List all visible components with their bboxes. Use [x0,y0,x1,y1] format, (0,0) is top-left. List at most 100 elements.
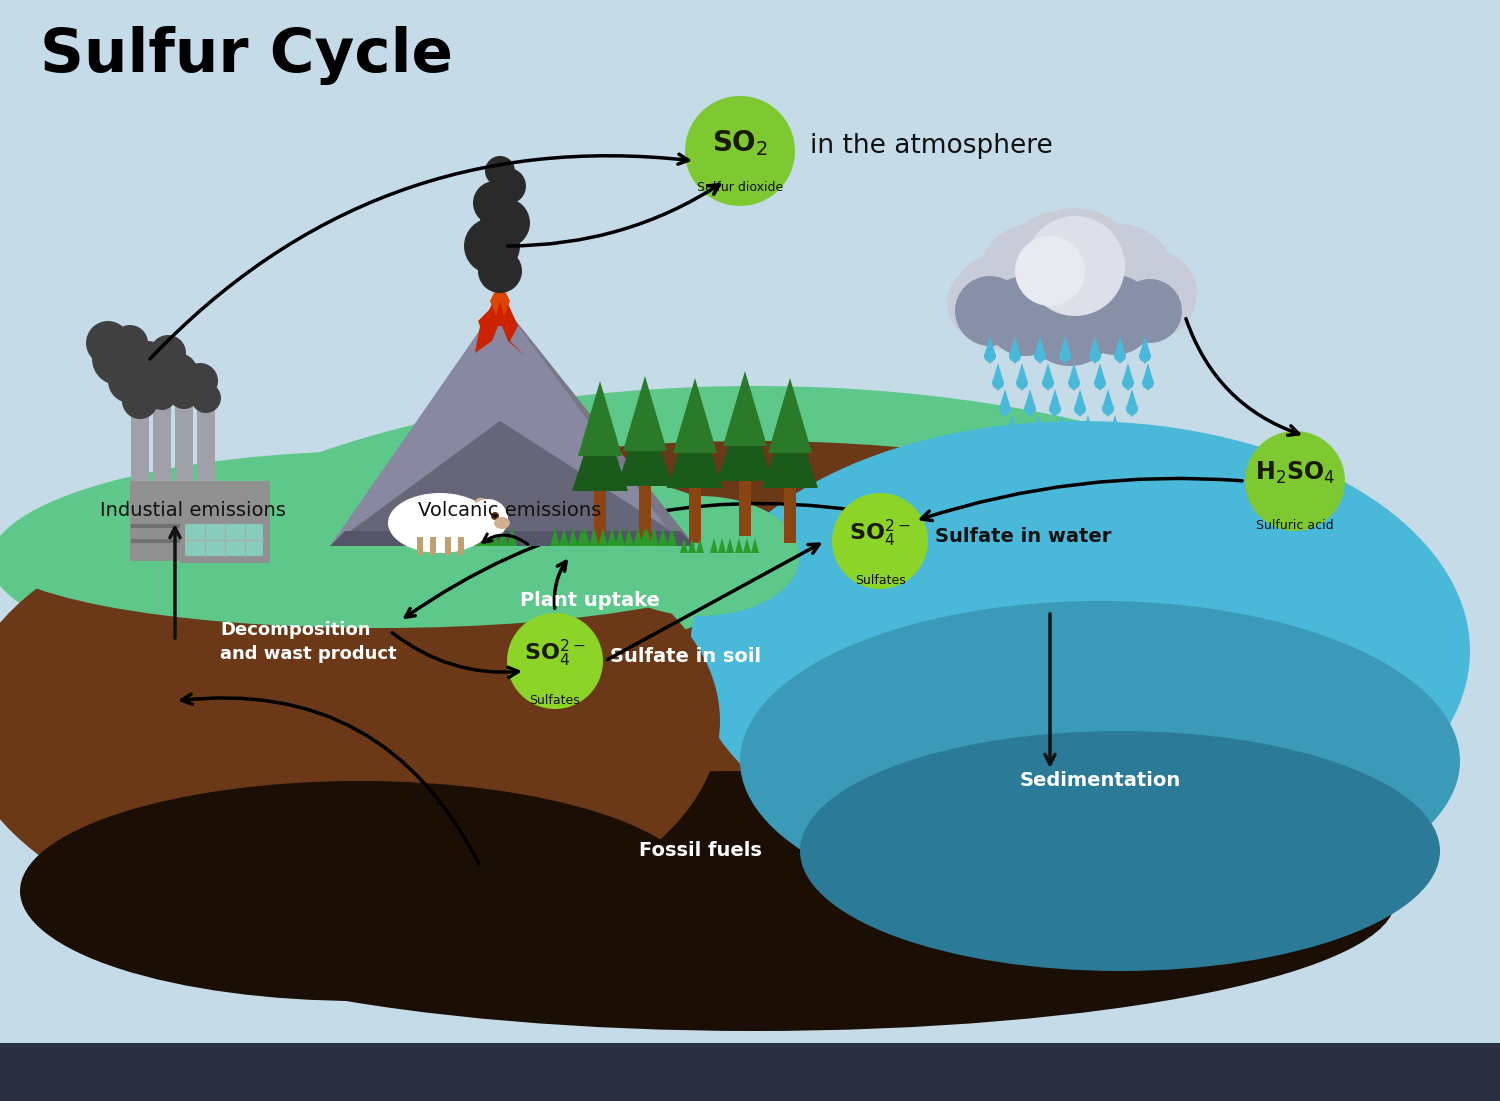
Circle shape [1102,403,1114,415]
Polygon shape [668,528,676,546]
Circle shape [1118,279,1182,344]
Ellipse shape [600,495,800,615]
Polygon shape [1138,336,1150,364]
Circle shape [976,224,1094,339]
Polygon shape [1082,415,1094,443]
Bar [0,1043,1500,1101]
Circle shape [148,382,176,410]
Ellipse shape [64,386,1444,975]
Polygon shape [622,377,668,451]
Polygon shape [1032,415,1044,443]
Circle shape [1042,377,1054,389]
Circle shape [1065,224,1174,334]
Polygon shape [710,538,718,553]
Polygon shape [999,389,1011,417]
Circle shape [490,168,526,204]
Polygon shape [450,528,460,546]
Polygon shape [330,301,694,546]
Polygon shape [768,378,812,453]
Circle shape [1024,216,1125,316]
Circle shape [833,493,928,589]
Bar [184,524,262,556]
Polygon shape [480,528,490,546]
Polygon shape [688,538,696,553]
Circle shape [1138,350,1150,362]
Polygon shape [1108,415,1120,443]
Circle shape [122,383,158,419]
Circle shape [1089,350,1101,362]
Circle shape [1142,377,1154,389]
Circle shape [190,383,220,413]
Circle shape [1094,377,1106,389]
Circle shape [140,361,176,397]
Polygon shape [130,481,270,562]
Text: SO$_2$: SO$_2$ [712,128,768,157]
Polygon shape [578,528,586,546]
Polygon shape [615,528,626,546]
Text: Industial emissions: Industial emissions [100,501,286,520]
Polygon shape [640,528,650,546]
Text: Sulfates: Sulfates [855,574,906,587]
Ellipse shape [690,421,1470,881]
Circle shape [464,218,520,274]
Polygon shape [180,521,270,563]
Polygon shape [717,396,772,481]
Text: Sulfate in water: Sulfate in water [934,526,1112,545]
Ellipse shape [476,498,489,509]
Polygon shape [1102,389,1114,417]
Polygon shape [642,528,652,546]
Circle shape [484,156,514,186]
Text: Sedimentation: Sedimentation [1020,771,1180,791]
Polygon shape [984,336,996,364]
Circle shape [472,181,518,225]
Bar [458,537,464,555]
Circle shape [1016,377,1028,389]
Polygon shape [500,301,694,546]
Circle shape [1108,429,1120,442]
Text: Fossil fuels: Fossil fuels [639,841,762,861]
Circle shape [986,276,1065,356]
Polygon shape [633,528,644,546]
Ellipse shape [0,501,720,941]
Bar [784,488,796,543]
Polygon shape [696,538,703,553]
Polygon shape [742,538,752,553]
Circle shape [1082,429,1094,442]
Polygon shape [680,538,688,553]
Circle shape [507,613,603,709]
Polygon shape [330,531,694,546]
Polygon shape [674,378,717,453]
Polygon shape [658,528,668,546]
Circle shape [112,325,148,361]
Polygon shape [572,406,628,491]
Circle shape [1125,266,1196,336]
Circle shape [1113,251,1197,335]
Polygon shape [624,528,634,546]
Text: Sulfuric acid: Sulfuric acid [1256,519,1334,532]
Ellipse shape [0,478,770,628]
Bar [740,481,752,536]
Circle shape [1005,211,1114,321]
Ellipse shape [20,781,700,1001]
Text: H$_2$SO$_4$: H$_2$SO$_4$ [1256,460,1335,487]
Ellipse shape [800,731,1440,971]
Circle shape [1058,225,1154,321]
Circle shape [952,253,1048,349]
Circle shape [956,276,1024,346]
Polygon shape [1114,336,1126,364]
Bar [430,537,436,555]
Polygon shape [718,538,726,553]
Bar [153,401,171,481]
Polygon shape [482,286,518,326]
Polygon shape [726,538,734,553]
Polygon shape [459,528,470,546]
Ellipse shape [494,517,510,528]
Ellipse shape [75,442,1435,981]
Circle shape [158,353,198,393]
Polygon shape [550,528,560,546]
Polygon shape [1010,336,1022,364]
Polygon shape [498,528,508,546]
Text: SO$_4^{2-}$: SO$_4^{2-}$ [849,517,910,548]
Circle shape [478,249,522,293]
Polygon shape [1034,336,1046,364]
